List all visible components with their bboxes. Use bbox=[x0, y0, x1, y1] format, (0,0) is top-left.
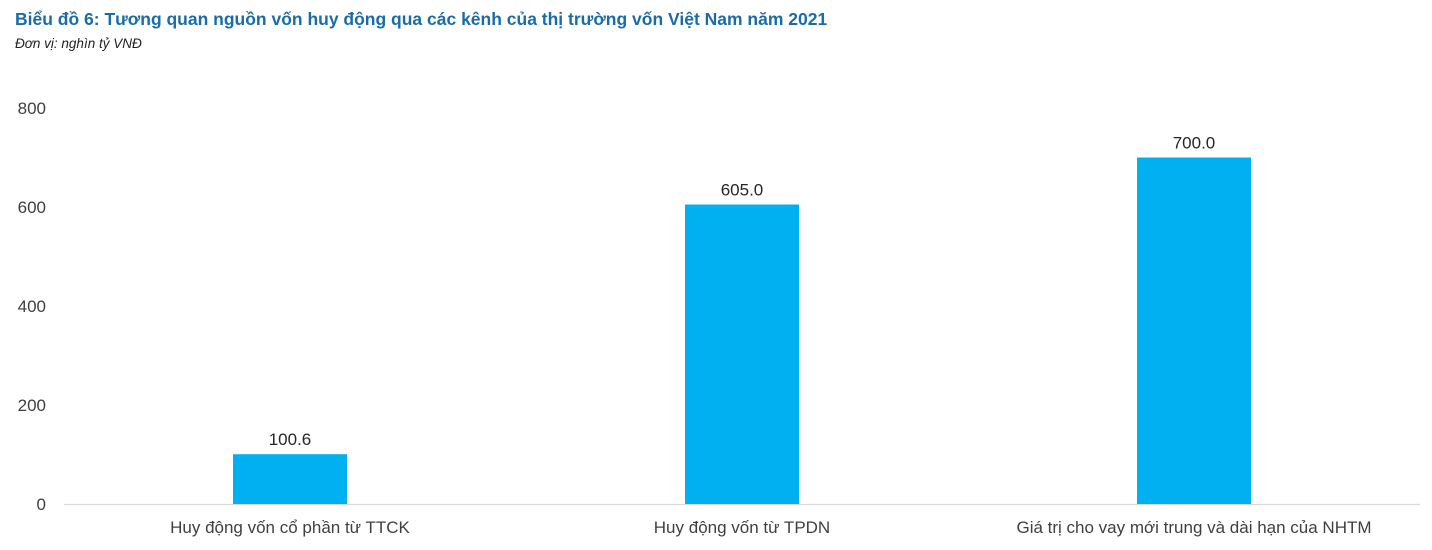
value-labels: 100.6 605.0 700.0 bbox=[269, 134, 1216, 450]
y-tick-label: 600 bbox=[18, 198, 46, 217]
bar-value-label: 700.0 bbox=[1173, 134, 1216, 153]
bar bbox=[1137, 157, 1251, 504]
y-tick-label: 800 bbox=[18, 99, 46, 118]
y-axis-labels: 0 200 400 600 800 bbox=[18, 99, 46, 514]
bar-value-label: 100.6 bbox=[269, 430, 312, 449]
bar bbox=[233, 454, 347, 504]
x-tick-label: Huy động vốn cổ phần từ TTCK bbox=[170, 518, 410, 537]
x-tick-label: Huy động vốn từ TPDN bbox=[654, 518, 830, 537]
chart-title: Biểu đồ 6: Tương quan nguồn vốn huy động… bbox=[15, 9, 828, 29]
bar-value-label: 605.0 bbox=[721, 181, 764, 200]
chart-subtitle: Đơn vị: nghìn tỷ VNĐ bbox=[15, 36, 142, 51]
y-tick-label: 400 bbox=[18, 297, 46, 316]
bar bbox=[685, 204, 799, 504]
y-tick-label: 200 bbox=[18, 396, 46, 415]
bars bbox=[233, 157, 1251, 504]
x-tick-label: Giá trị cho vay mới trung và dài hạn của… bbox=[1016, 518, 1371, 537]
category-labels: Huy động vốn cổ phần từ TTCK Huy động vốn… bbox=[170, 518, 1371, 537]
y-tick-label: 0 bbox=[37, 495, 46, 514]
